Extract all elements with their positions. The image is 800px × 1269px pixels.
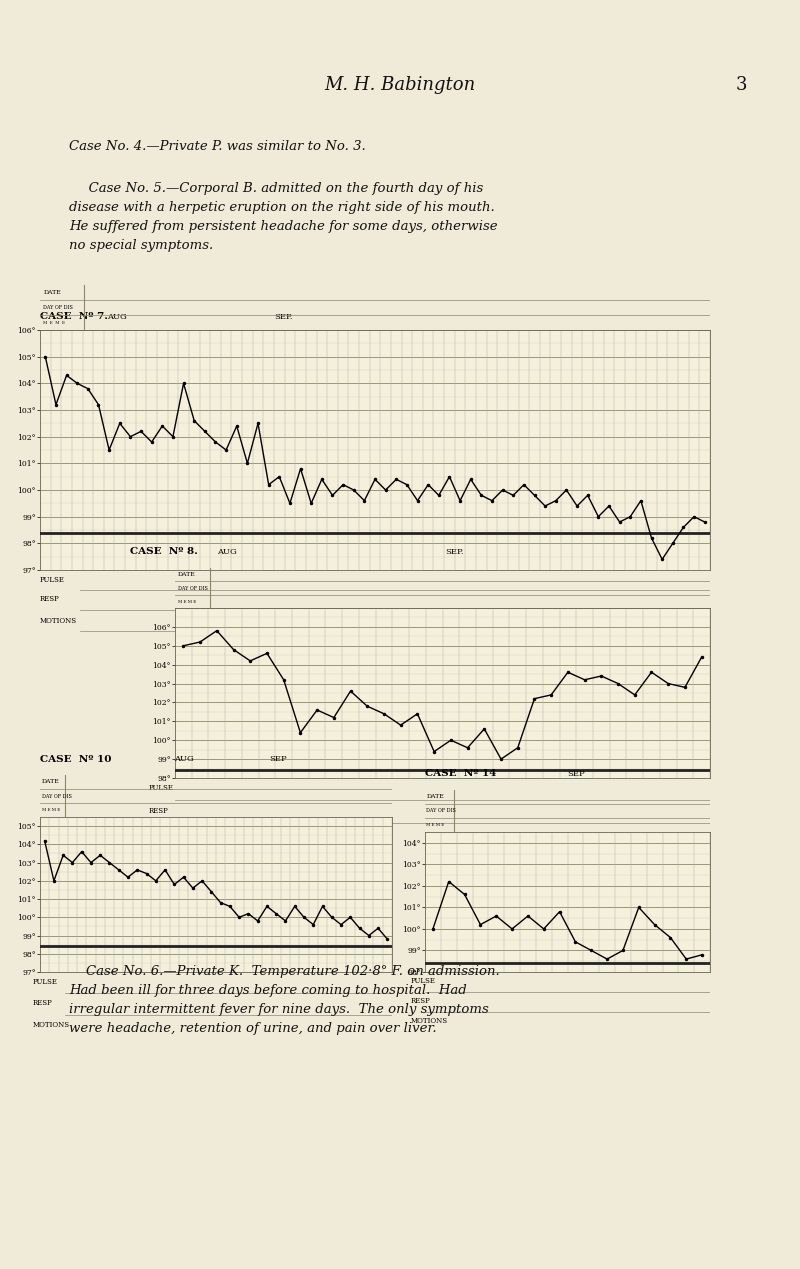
- Text: Case No. 4.—Private P. was similar to No. 3.: Case No. 4.—Private P. was similar to No…: [69, 140, 366, 154]
- Text: SEP: SEP: [269, 755, 286, 763]
- Text: PULSE: PULSE: [148, 784, 173, 792]
- Text: CASE  Nº 7.: CASE Nº 7.: [40, 312, 108, 321]
- Text: RESP: RESP: [148, 807, 168, 815]
- Text: PULSE: PULSE: [40, 576, 65, 584]
- Text: DAY OF DIS: DAY OF DIS: [178, 585, 207, 590]
- Text: PULSE: PULSE: [33, 977, 58, 986]
- Text: AUG: AUG: [174, 755, 194, 763]
- Text: DAY OF DIS: DAY OF DIS: [426, 808, 456, 813]
- Text: M E M E: M E M E: [178, 599, 196, 604]
- Text: RESP: RESP: [33, 999, 53, 1008]
- Text: M E M E: M E M E: [42, 808, 60, 812]
- Text: DATE: DATE: [43, 289, 61, 294]
- Text: AUG: AUG: [107, 313, 126, 321]
- Text: MOTIONS: MOTIONS: [148, 830, 186, 838]
- Text: DATE: DATE: [42, 779, 59, 784]
- Text: RESP: RESP: [40, 595, 60, 603]
- Text: MOTIONS: MOTIONS: [40, 617, 77, 624]
- Text: DATE: DATE: [426, 794, 444, 799]
- Text: M E M E: M E M E: [426, 824, 445, 827]
- Text: MOTIONS: MOTIONS: [410, 1018, 448, 1025]
- Text: M. H. Babington: M. H. Babington: [324, 76, 476, 94]
- Text: Case No. 6.—Private K.  Temperature 102·8° F. on admission.
Had been ill for thr: Case No. 6.—Private K. Temperature 102·8…: [69, 964, 499, 1036]
- Text: MOTIONS: MOTIONS: [33, 1022, 70, 1029]
- Text: SEP.: SEP.: [445, 548, 463, 556]
- Text: DATE: DATE: [178, 572, 195, 577]
- Text: CASE  Nº 8.: CASE Nº 8.: [130, 547, 198, 557]
- Text: SEP.: SEP.: [274, 313, 293, 321]
- Text: CASE  Nº 10: CASE Nº 10: [40, 755, 111, 764]
- Text: DAY OF DIS: DAY OF DIS: [42, 793, 72, 798]
- Text: SEP: SEP: [567, 770, 585, 778]
- Text: Case No. 5.—Corporal B. admitted on the fourth day of his
disease with a herpeti: Case No. 5.—Corporal B. admitted on the …: [69, 181, 498, 253]
- Text: PULSE: PULSE: [410, 977, 436, 985]
- Text: M  E  M  E: M E M E: [43, 321, 66, 325]
- Text: AUG: AUG: [217, 548, 237, 556]
- Text: DAY OF DIS: DAY OF DIS: [43, 305, 74, 310]
- Text: 3: 3: [736, 76, 747, 94]
- Text: CASE  Nº 14: CASE Nº 14: [425, 769, 496, 778]
- Text: RESP: RESP: [410, 997, 430, 1005]
